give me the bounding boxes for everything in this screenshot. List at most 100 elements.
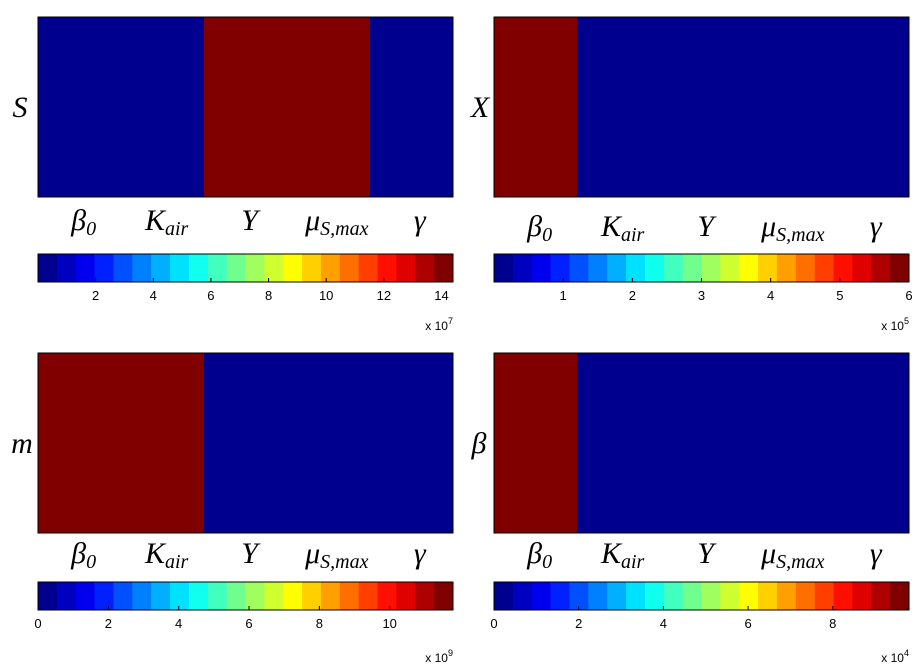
row-label: m <box>11 427 33 460</box>
colorbar-swatch <box>569 254 589 282</box>
column-label: Y <box>697 537 717 570</box>
heatmap-cell <box>826 17 910 197</box>
colorbar-tick-label: 8 <box>316 616 323 631</box>
colorbar-swatch <box>38 582 58 610</box>
colorbar-swatch <box>852 582 872 610</box>
colorbar-swatch <box>283 582 303 610</box>
colorbar-swatch <box>302 582 322 610</box>
colorbar-swatch <box>170 254 190 282</box>
colorbar-swatch <box>833 582 853 610</box>
heatmap-cell <box>287 17 371 197</box>
heatmap-frame <box>493 352 910 534</box>
colorbar-swatch <box>151 582 171 610</box>
colorbar-swatch <box>531 254 552 282</box>
column-label: Y <box>241 537 261 570</box>
colorbar-swatch <box>434 254 454 282</box>
colorbar-swatch <box>207 582 228 610</box>
colorbar-swatch <box>682 254 702 282</box>
colorbar-swatch <box>795 254 816 282</box>
colorbar: 0 2 4 6 8 x 104 <box>490 581 910 665</box>
heatmap-cell <box>577 353 661 533</box>
colorbar-tick-label: 6 <box>245 616 252 631</box>
colorbar-swatch <box>550 254 570 282</box>
row-label: S <box>13 91 28 124</box>
colorbar-swatch <box>56 582 77 610</box>
colorbar-swatch <box>396 582 416 610</box>
colorbar-tick-label: 14 <box>434 288 448 303</box>
colorbar-swatch <box>644 582 665 610</box>
colorbar-swatch <box>814 254 835 282</box>
colorbar-swatch <box>245 582 265 610</box>
colorbar-swatch <box>245 254 265 282</box>
colorbar: 0 2 4 6 8 10 x 109 <box>34 581 454 665</box>
colorbar-swatch <box>188 582 209 610</box>
column-label: Kair <box>144 204 189 240</box>
colorbar-swatch <box>320 582 341 610</box>
column-label: β0 <box>526 210 552 246</box>
column-label: β0 <box>70 204 96 240</box>
colorbar-swatch <box>833 254 853 282</box>
colorbar-multiplier: x 104 <box>881 648 909 665</box>
heatmap-cell <box>121 17 205 197</box>
colorbar-swatch <box>588 254 608 282</box>
colorbar-multiplier: x 107 <box>425 316 453 333</box>
colorbar-swatch <box>776 582 797 610</box>
heatmap-cell <box>370 353 454 533</box>
colorbar-swatch <box>569 582 589 610</box>
colorbar-multiplier: x 109 <box>425 648 453 665</box>
colorbar-tick-label: 4 <box>175 616 182 631</box>
column-label: Kair <box>600 210 645 246</box>
colorbar: 2 4 6 8 10 12 14 x 107 <box>37 253 454 333</box>
colorbar-swatch <box>283 254 303 282</box>
colorbar-swatch <box>302 254 322 282</box>
colorbar-swatch <box>663 254 684 282</box>
colorbar-swatch <box>226 254 246 282</box>
heatmap-cell <box>121 353 205 533</box>
colorbar-swatch <box>758 254 778 282</box>
colorbar-swatch <box>494 254 514 282</box>
colorbar-frame <box>493 581 910 611</box>
colorbar-tick-label: 2 <box>575 616 582 631</box>
colorbar-swatch <box>132 582 152 610</box>
colorbar-swatch <box>494 582 514 610</box>
colorbar: 1 2 3 4 5 6 x 105 <box>493 253 913 333</box>
colorbar-tick-label: 10 <box>382 616 396 631</box>
heatmap-cell <box>204 17 288 197</box>
colorbar-swatch <box>758 582 778 610</box>
colorbar-swatch <box>396 254 416 282</box>
colorbar-swatch <box>852 254 872 282</box>
colorbar-swatch <box>890 582 910 610</box>
colorbar-swatch <box>113 254 133 282</box>
heatmap-cell <box>660 353 744 533</box>
colorbar-swatch <box>132 254 152 282</box>
colorbar-tick-label: 0 <box>34 616 41 631</box>
column-label: μS,max <box>304 537 369 573</box>
heatmap-cell <box>743 353 827 533</box>
colorbar-tick-label: 6 <box>744 616 751 631</box>
colorbar-swatch <box>113 582 133 610</box>
colorbar-swatch <box>550 582 570 610</box>
colorbar-swatch <box>358 254 379 282</box>
colorbar-swatch <box>626 254 646 282</box>
colorbar-swatch <box>188 254 209 282</box>
column-label: γ <box>870 537 883 570</box>
colorbar-swatch <box>720 254 740 282</box>
heatmap-frame <box>37 16 454 198</box>
heatmap-cell <box>38 17 122 197</box>
colorbar-swatch <box>339 582 360 610</box>
column-label: Kair <box>144 537 189 573</box>
colorbar-frame <box>37 581 454 611</box>
colorbar-swatch <box>701 582 721 610</box>
colorbar-swatch <box>75 254 96 282</box>
colorbar-swatch <box>75 582 96 610</box>
column-label: β0 <box>526 537 552 573</box>
colorbar-swatch <box>377 254 397 282</box>
column-label: μS,max <box>760 537 825 573</box>
column-label: γ <box>414 204 427 237</box>
colorbar-swatch <box>776 254 797 282</box>
colorbar-swatch <box>434 582 454 610</box>
heatmap-cell <box>38 353 122 533</box>
